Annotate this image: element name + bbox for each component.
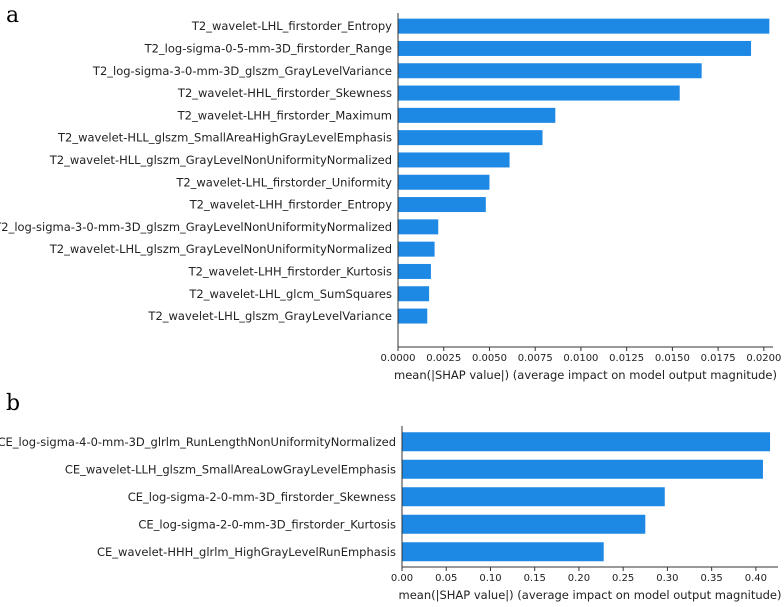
x-tick-label: 0.0025 xyxy=(426,353,461,364)
x-tick-label: 0.00 xyxy=(391,573,413,584)
x-tick-label: 0.30 xyxy=(656,573,678,584)
bar-6 xyxy=(398,152,510,168)
x-tick-label: 0.10 xyxy=(479,573,501,584)
bar-1 xyxy=(398,40,752,56)
x-axis-title: mean(|SHAP value|) (average impact on mo… xyxy=(399,588,782,602)
panel-label-b: b xyxy=(6,391,20,416)
bar-10 xyxy=(398,241,435,257)
bar-11 xyxy=(398,263,431,279)
category-label: T2_wavelet-LHH_firstorder_Maximum xyxy=(177,108,392,122)
bar-4 xyxy=(398,107,556,123)
category-label: T2_wavelet-LHL_glszm_GrayLevelNonUniform… xyxy=(49,242,392,256)
bar-0 xyxy=(402,432,771,452)
category-label: T2_wavelet-HHL_firstorder_Skewness xyxy=(177,86,392,100)
x-tick-label: 0.0050 xyxy=(472,353,507,364)
x-tick-label: 0.0200 xyxy=(746,353,781,364)
bar-2 xyxy=(398,63,702,79)
category-label: CE_log-sigma-2-0-mm-3D_firstorder_Skewne… xyxy=(128,490,396,504)
category-label: CE_log-sigma-2-0-mm-3D_firstorder_Kurtos… xyxy=(138,517,396,531)
category-label: T2_wavelet-LHL_firstorder_Entropy xyxy=(191,19,392,33)
category-label: T2_wavelet-LHL_glcm_SumSquares xyxy=(188,287,392,301)
category-label: T2_wavelet-LHL_firstorder_Uniformity xyxy=(175,175,392,189)
category-label: CE_wavelet-HHH_glrlm_HighGrayLevelRunEmp… xyxy=(97,545,396,559)
x-tick-label: 0.35 xyxy=(701,573,723,584)
x-tick-label: 0.0100 xyxy=(563,353,598,364)
x-tick-label: 0.0175 xyxy=(701,353,736,364)
bar-12 xyxy=(398,286,430,302)
bar-3 xyxy=(398,85,680,101)
category-label: T2_log-sigma-0-5-mm-3D_firstorder_Range xyxy=(144,41,392,55)
category-label: T2_wavelet-LHH_firstorder_Entropy xyxy=(189,198,393,212)
bar-3 xyxy=(402,514,646,534)
category-label: CE_log-sigma-4-0-mm-3D_glrlm_RunLengthNo… xyxy=(0,435,396,449)
chart-a-shap-importance: T2_wavelet-LHL_firstorder_Entropy T2_log-… xyxy=(0,13,781,382)
bar-5 xyxy=(398,130,543,146)
x-tick-label: 0.40 xyxy=(745,573,767,584)
category-label: T2_log-sigma-3-0-mm-3D_glszm_GrayLevelNo… xyxy=(0,220,392,234)
x-tick-label: 0.20 xyxy=(568,573,590,584)
panel-label-a: a xyxy=(6,3,19,28)
bar-9 xyxy=(398,219,439,235)
x-tick-label: 0.0150 xyxy=(655,353,690,364)
x-tick-label: 0.25 xyxy=(612,573,634,584)
x-tick-label: 0.0075 xyxy=(518,353,553,364)
bar-13 xyxy=(398,308,428,324)
category-label: T2_wavelet-HLL_glszm_SmallAreaHighGrayLe… xyxy=(57,131,392,145)
category-label: T2_wavelet-HLL_glszm_GrayLevelNonUniform… xyxy=(49,153,392,167)
bar-0 xyxy=(398,18,770,34)
bar-4 xyxy=(402,542,604,562)
x-axis-title: mean(|SHAP value|) (average impact on mo… xyxy=(394,368,777,382)
bar-2 xyxy=(402,487,665,507)
category-label: CE_wavelet-LLH_glszm_SmallAreaLowGrayLev… xyxy=(65,462,396,476)
bar-1 xyxy=(402,459,763,479)
bar-8 xyxy=(398,197,486,213)
x-tick-label: 0.15 xyxy=(524,573,546,584)
x-tick-label: 0.0125 xyxy=(609,353,644,364)
category-label: T2_log-sigma-3-0-mm-3D_glszm_GrayLevelVa… xyxy=(92,64,392,78)
chart-b-shap-importance: CE_log-sigma-4-0-mm-3D_glrlm_RunLengthNo… xyxy=(0,426,781,602)
bar-7 xyxy=(398,174,490,190)
x-tick-label: 0.0000 xyxy=(381,353,416,364)
category-label: T2_wavelet-LHL_glszm_GrayLevelVariance xyxy=(147,309,392,323)
x-tick-label: 0.05 xyxy=(435,573,457,584)
category-label: T2_wavelet-LHH_firstorder_Kurtosis xyxy=(188,264,392,278)
